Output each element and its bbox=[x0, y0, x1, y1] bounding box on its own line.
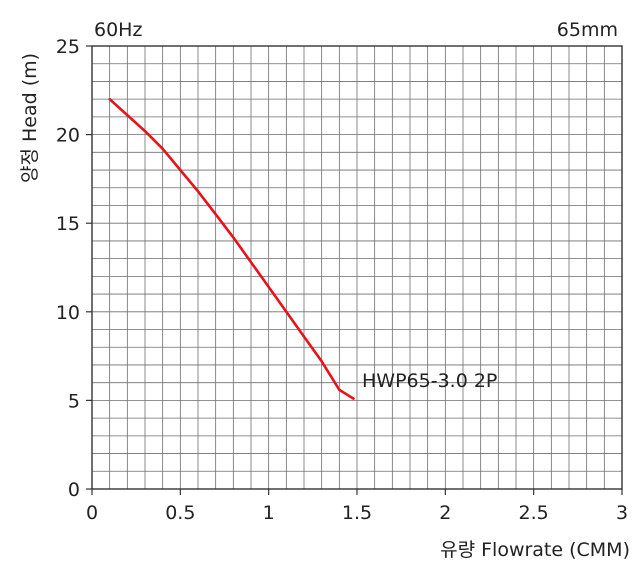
x-tick-label: 1.5 bbox=[342, 502, 372, 524]
tick-labels: 0 0.5 1 1.5 2 2.5 3 0 5 10 15 20 25 bbox=[56, 36, 628, 524]
grid bbox=[91, 45, 623, 490]
x-tick-label: 3 bbox=[616, 502, 628, 524]
x-axis-title: 유량 Flowrate (CMM) bbox=[440, 539, 630, 561]
series-line bbox=[108, 97, 355, 400]
y-tick-label: 20 bbox=[56, 125, 80, 147]
y-tick-label: 0 bbox=[68, 479, 80, 501]
series-layer bbox=[108, 97, 355, 400]
y-tick-label: 5 bbox=[68, 390, 80, 412]
y-tick-label: 15 bbox=[56, 213, 80, 235]
x-tick-label: 2.5 bbox=[519, 502, 549, 524]
x-tick-label: 2 bbox=[439, 502, 451, 524]
series-label: HWP65-3.0 2P bbox=[362, 370, 497, 392]
x-tick-label: 1 bbox=[263, 502, 275, 524]
x-tick-label: 0.5 bbox=[165, 502, 195, 524]
frequency-label: 60Hz bbox=[94, 19, 142, 41]
x-tick-label: 0 bbox=[86, 502, 98, 524]
pipe-size-label: 65mm bbox=[557, 19, 618, 41]
y-tick-label: 10 bbox=[56, 302, 80, 324]
y-tick-label: 25 bbox=[56, 36, 80, 58]
y-axis-title: 양정 Head (m) bbox=[19, 53, 41, 183]
